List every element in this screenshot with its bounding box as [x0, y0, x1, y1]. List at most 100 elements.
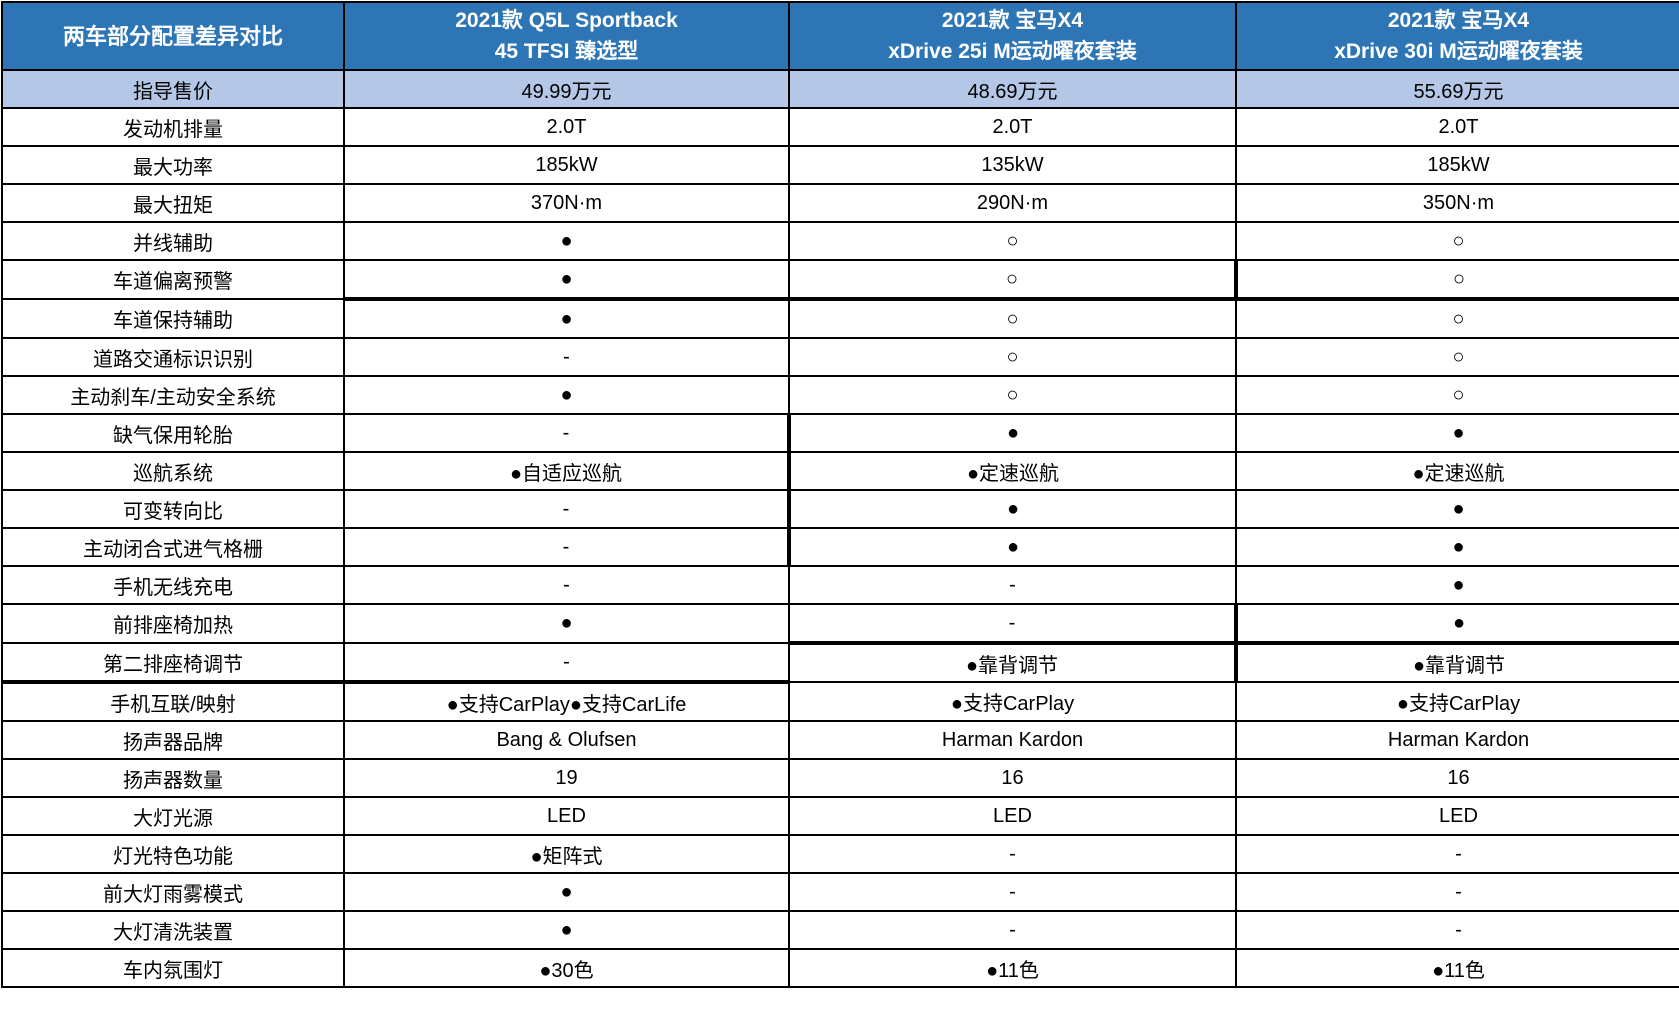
spec-label-cell: 扬声器品牌	[1, 720, 345, 760]
spec-value-cell: ●靠背调节	[788, 642, 1237, 683]
spec-value-cell: ○	[788, 259, 1237, 301]
table-row: 扬声器品牌 Bang & Olufsen Harman Kardon Harman K…	[1, 720, 1679, 760]
spec-label-cell: 道路交通标识识别	[1, 337, 345, 377]
table-row: 可变转向比 - ● ●	[1, 489, 1679, 529]
table-row: 缺气保用轮胎 - ● ●	[1, 413, 1679, 453]
car-column-header-x4-25i: 2021款 宝马X4 xDrive 25i M运动曜夜套装	[788, 1, 1237, 71]
spec-value-cell: ●	[1235, 413, 1679, 453]
spec-value-cell: ●支持CarPlay●支持CarLife	[343, 681, 790, 722]
spec-value-cell: 16	[1235, 758, 1679, 798]
spec-value-cell: LED	[788, 796, 1237, 836]
spec-value-cell: -	[788, 872, 1237, 912]
spec-value-cell: -	[343, 642, 790, 684]
car-title-line2: xDrive 25i M运动曜夜套装	[888, 40, 1137, 63]
spec-value-cell: ●矩阵式	[343, 834, 790, 874]
spec-value-cell: ●	[343, 910, 790, 950]
table-row: 前排座椅加热 ● - ●	[1, 603, 1679, 645]
table-row: 发动机排量 2.0T 2.0T 2.0T	[1, 107, 1679, 147]
spec-value-cell: ●	[787, 527, 1237, 567]
spec-value-cell: ●	[343, 375, 790, 415]
spec-value-cell: -	[788, 565, 1237, 605]
spec-value-cell: ●11色	[788, 948, 1237, 988]
spec-label-cell: 巡航系统	[1, 451, 345, 491]
spec-value-cell: 135kW	[788, 145, 1237, 185]
spec-label-cell: 可变转向比	[1, 489, 345, 529]
spec-value-cell: 2.0T	[788, 107, 1237, 147]
comparison-table: 两车部分配置差异对比 2021款 Q5L Sportback 45 TFSI 臻…	[1, 1, 1679, 988]
spec-label-cell: 车内氛围灯	[1, 948, 345, 988]
spec-value-cell: ●	[1235, 527, 1679, 567]
corner-header-label: 两车部分配置差异对比	[62, 23, 283, 49]
spec-value-cell: 16	[788, 758, 1237, 798]
spec-value-cell: 19	[343, 758, 790, 798]
spec-label-cell: 主动闭合式进气格栅	[1, 527, 345, 567]
spec-value-cell: 55.69万元	[1235, 69, 1679, 109]
spec-value-cell: ○	[1235, 221, 1679, 261]
spec-label-cell: 前排座椅加热	[1, 603, 345, 644]
table-row: 扬声器数量 19 16 16	[1, 758, 1679, 798]
spec-value-cell: ●	[1235, 565, 1679, 605]
table-row: 道路交通标识识别 - ○ ○	[1, 337, 1679, 377]
table-row: 前大灯雨雾模式 ● - -	[1, 872, 1679, 912]
spec-value-cell: -	[343, 413, 790, 453]
spec-value-cell: 185kW	[1235, 145, 1679, 185]
spec-value-cell: Harman Kardon	[1235, 720, 1679, 760]
spec-label-cell: 手机互联/映射	[1, 681, 345, 722]
spec-value-cell: ○	[788, 337, 1237, 377]
spec-value-cell: ●	[343, 298, 790, 339]
spec-label-cell: 车道偏离预警	[1, 259, 345, 300]
table-row: 主动闭合式进气格栅 - ● ●	[1, 527, 1679, 567]
corner-header: 两车部分配置差异对比	[1, 1, 345, 71]
table-row: 大灯清洗装置 ● - -	[1, 910, 1679, 950]
spec-label-cell: 最大功率	[1, 145, 345, 185]
spec-value-cell: ●	[343, 259, 790, 301]
table-row: 主动刹车/主动安全系统 ● ○ ○	[1, 375, 1679, 415]
spec-label-cell: 指导售价	[1, 69, 345, 109]
car-title-line1: 2021款 Q5L Sportback	[455, 8, 678, 32]
spec-value-cell: -	[343, 565, 790, 605]
table-row: 并线辅助 ● ○ ○	[1, 221, 1679, 261]
spec-value-cell: 350N·m	[1235, 183, 1679, 223]
car-title-line2: xDrive 30i M运动曜夜套装	[1334, 40, 1583, 63]
spec-value-cell: ○	[1235, 375, 1679, 415]
spec-value-cell: -	[788, 603, 1237, 645]
table-row: 大灯光源 LED LED LED	[1, 796, 1679, 836]
spec-value-cell: 48.69万元	[788, 69, 1237, 109]
table-row: 车道偏离预警 ● ○ ○	[1, 259, 1679, 301]
spec-value-cell: -	[343, 489, 790, 529]
spec-value-cell: 49.99万元	[343, 69, 790, 109]
spec-value-cell: ●定速巡航	[1235, 451, 1679, 491]
table-row: 指导售价 49.99万元 48.69万元 55.69万元	[1, 69, 1679, 109]
spec-value-cell: ●定速巡航	[787, 451, 1237, 491]
spec-value-cell: ○	[1235, 298, 1679, 339]
table-row: 最大扭矩 370N·m 290N·m 350N·m	[1, 183, 1679, 223]
spec-value-cell: ●	[1234, 603, 1679, 645]
spec-value-cell: ●支持CarPlay	[1235, 681, 1679, 722]
spec-value-cell: -	[1235, 910, 1679, 950]
car-title-line1: 2021款 宝马X4	[941, 8, 1084, 32]
spec-value-cell: -	[788, 834, 1237, 874]
table-row: 车道保持辅助 ● ○ ○	[1, 298, 1679, 339]
spec-value-cell: -	[343, 337, 790, 377]
table-row: 灯光特色功能 ●矩阵式 - -	[1, 834, 1679, 874]
header-row: 两车部分配置差异对比 2021款 Q5L Sportback 45 TFSI 臻…	[1, 1, 1679, 71]
spec-value-cell: Harman Kardon	[788, 720, 1237, 760]
spec-value-cell: ○	[1234, 259, 1679, 301]
spec-value-cell: 290N·m	[788, 183, 1237, 223]
spec-value-cell: ○	[788, 375, 1237, 415]
spec-value-cell: -	[1235, 834, 1679, 874]
spec-value-cell: 185kW	[343, 145, 790, 185]
spec-label-cell: 缺气保用轮胎	[1, 413, 345, 453]
spec-value-cell: ●自适应巡航	[343, 451, 790, 491]
spec-label-cell: 主动刹车/主动安全系统	[1, 375, 345, 415]
spec-value-cell: 2.0T	[343, 107, 790, 147]
car-title-line2: 45 TFSI 臻选型	[494, 40, 639, 63]
spec-value-cell: 2.0T	[1235, 107, 1679, 147]
spec-label-cell: 发动机排量	[1, 107, 345, 147]
table-row: 巡航系统 ●自适应巡航 ●定速巡航 ●定速巡航	[1, 451, 1679, 491]
spec-value-cell: ○	[788, 298, 1237, 339]
spec-value-cell: ●	[343, 872, 790, 912]
spec-value-cell: -	[1235, 872, 1679, 912]
spec-label-cell: 大灯光源	[1, 796, 345, 836]
